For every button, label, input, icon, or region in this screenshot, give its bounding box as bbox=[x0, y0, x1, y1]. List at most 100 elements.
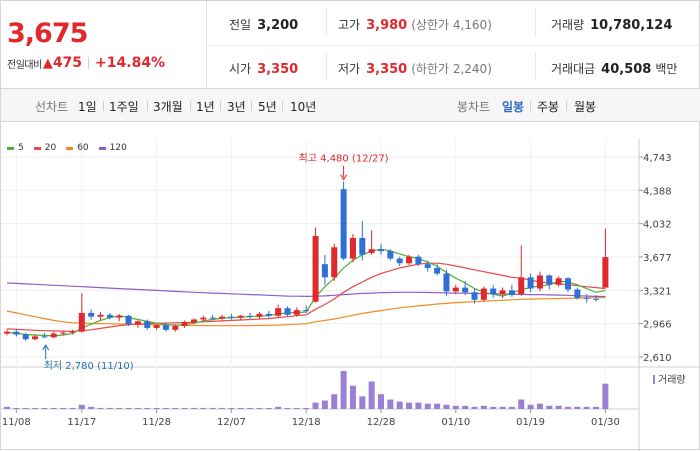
candle-body bbox=[546, 275, 553, 285]
upper-limit: (상한가 4,160) bbox=[411, 18, 492, 32]
volume-bar bbox=[471, 406, 478, 409]
candle-body bbox=[116, 315, 123, 318]
candle-body bbox=[78, 312, 85, 332]
open-label: 시가 bbox=[229, 62, 252, 76]
amount-unit: 백만 bbox=[655, 62, 678, 76]
candle-body bbox=[368, 249, 375, 253]
candle-body bbox=[471, 292, 478, 300]
low-price: 저가 3,350 (하한가 2,240) bbox=[338, 60, 492, 77]
ma120-line bbox=[6, 282, 606, 298]
volume-bar bbox=[452, 405, 459, 409]
candle-body bbox=[284, 308, 291, 315]
candle-body bbox=[378, 249, 384, 252]
period-3y-button[interactable]: 3년 bbox=[227, 100, 246, 114]
candle-chart-label: 봉차트 bbox=[457, 100, 491, 114]
stats-col-divider bbox=[326, 9, 327, 37]
low-label: 저가 bbox=[338, 62, 361, 76]
low-value: 3,350 bbox=[366, 62, 408, 77]
x-tick-label: 11/08 bbox=[2, 417, 31, 428]
volume-bar bbox=[284, 407, 291, 409]
volume-bar bbox=[200, 407, 207, 409]
stats-col-divider bbox=[535, 9, 536, 37]
y-tick-label: 3,677 bbox=[643, 253, 672, 264]
volume-value: 10,780,124 bbox=[590, 18, 673, 33]
candle-body bbox=[153, 325, 160, 328]
y-tick-label: 3,321 bbox=[643, 286, 672, 297]
candle-daily-button[interactable]: 일봉 bbox=[502, 100, 525, 114]
volume-bar bbox=[153, 407, 160, 409]
period-1w-button[interactable]: 1주일 bbox=[109, 100, 139, 114]
candle-body bbox=[191, 319, 197, 323]
volume-bar bbox=[536, 403, 543, 409]
volume-bar bbox=[134, 407, 141, 409]
candle-body bbox=[88, 312, 95, 317]
candle-body bbox=[144, 321, 151, 328]
toolbar-separator bbox=[190, 101, 191, 111]
candle-body bbox=[452, 287, 459, 292]
candle-body bbox=[349, 237, 356, 259]
period-5y-button[interactable]: 5년 bbox=[258, 100, 277, 114]
period-3m-button[interactable]: 3개월 bbox=[153, 100, 183, 114]
candle-body bbox=[106, 314, 113, 318]
chart-toolbar: 선차트 1일 1주일 3개월 1년 3년 5년 10년 봉차트 일봉 주봉 월봉 bbox=[1, 89, 700, 122]
legend-ma5: 5 bbox=[7, 143, 24, 153]
period-1y-button[interactable]: 1년 bbox=[196, 100, 215, 114]
y-tick-label: 2,610 bbox=[643, 353, 672, 364]
candle-body bbox=[275, 308, 282, 316]
quote-panel: 3,675 전일대비 ▲ 475 +14.84% 전일 3,200 고가 3,9… bbox=[1, 1, 700, 89]
change-divider bbox=[88, 57, 90, 69]
volume-bar bbox=[583, 406, 590, 409]
volume-bar bbox=[593, 406, 600, 409]
prev-close-label: 전일 bbox=[229, 18, 252, 32]
volume-bar bbox=[424, 403, 431, 409]
period-1d-button[interactable]: 1일 bbox=[78, 100, 97, 114]
ma60-line bbox=[6, 296, 606, 327]
x-tick-label: 01/10 bbox=[441, 417, 470, 428]
x-tick-label: 12/28 bbox=[367, 417, 396, 428]
candle-body bbox=[593, 298, 600, 300]
high-arrowhead bbox=[340, 174, 348, 181]
volume-bar bbox=[247, 407, 254, 409]
candle-body bbox=[406, 256, 413, 264]
toolbar-separator bbox=[103, 101, 104, 111]
volume-legend-label: 거래량 bbox=[658, 374, 686, 386]
candle-monthly-button[interactable]: 월봉 bbox=[574, 100, 597, 114]
volume-bar bbox=[387, 399, 394, 409]
volume-bar bbox=[321, 400, 328, 409]
toolbar-separator bbox=[251, 101, 252, 111]
lower-limit: (하한가 2,240) bbox=[411, 62, 492, 76]
x-tick-label: 12/07 bbox=[217, 417, 246, 428]
candle-body bbox=[443, 273, 450, 292]
candle-body bbox=[321, 264, 328, 278]
high-value: 3,980 bbox=[366, 18, 408, 33]
candle-weekly-button[interactable]: 주봉 bbox=[537, 100, 560, 114]
stats-col-divider bbox=[326, 53, 327, 81]
volume-bar bbox=[508, 406, 515, 409]
candle-body bbox=[480, 288, 487, 300]
volume-bar bbox=[50, 407, 57, 409]
volume: 거래량 10,780,124 bbox=[551, 16, 672, 33]
candle-body bbox=[536, 275, 543, 289]
volume-bar bbox=[443, 404, 450, 409]
candle-body bbox=[4, 331, 10, 334]
y-tick-label: 4,032 bbox=[643, 220, 672, 231]
candle-body bbox=[424, 264, 431, 268]
change-value: 475 bbox=[52, 55, 83, 71]
candle-body bbox=[340, 189, 347, 259]
volume-bar bbox=[181, 407, 188, 409]
prev-close-value: 3,200 bbox=[257, 18, 299, 33]
legend-ma60: 60 bbox=[66, 143, 89, 153]
candle-body bbox=[527, 277, 534, 289]
candle-body bbox=[256, 313, 263, 317]
candle-body bbox=[60, 332, 67, 334]
volume-bar bbox=[88, 406, 95, 409]
volume-bar bbox=[602, 383, 609, 409]
ma20-line bbox=[6, 262, 606, 332]
volume-bar bbox=[565, 406, 571, 409]
candle-body bbox=[574, 289, 581, 298]
legend-ma20: 20 bbox=[33, 143, 56, 153]
period-10y-button[interactable]: 10년 bbox=[290, 100, 317, 114]
current-price: 3,675 bbox=[7, 18, 88, 49]
low-annotation: 최저 2,780 (11/10) bbox=[44, 360, 134, 372]
candle-body bbox=[293, 310, 300, 315]
